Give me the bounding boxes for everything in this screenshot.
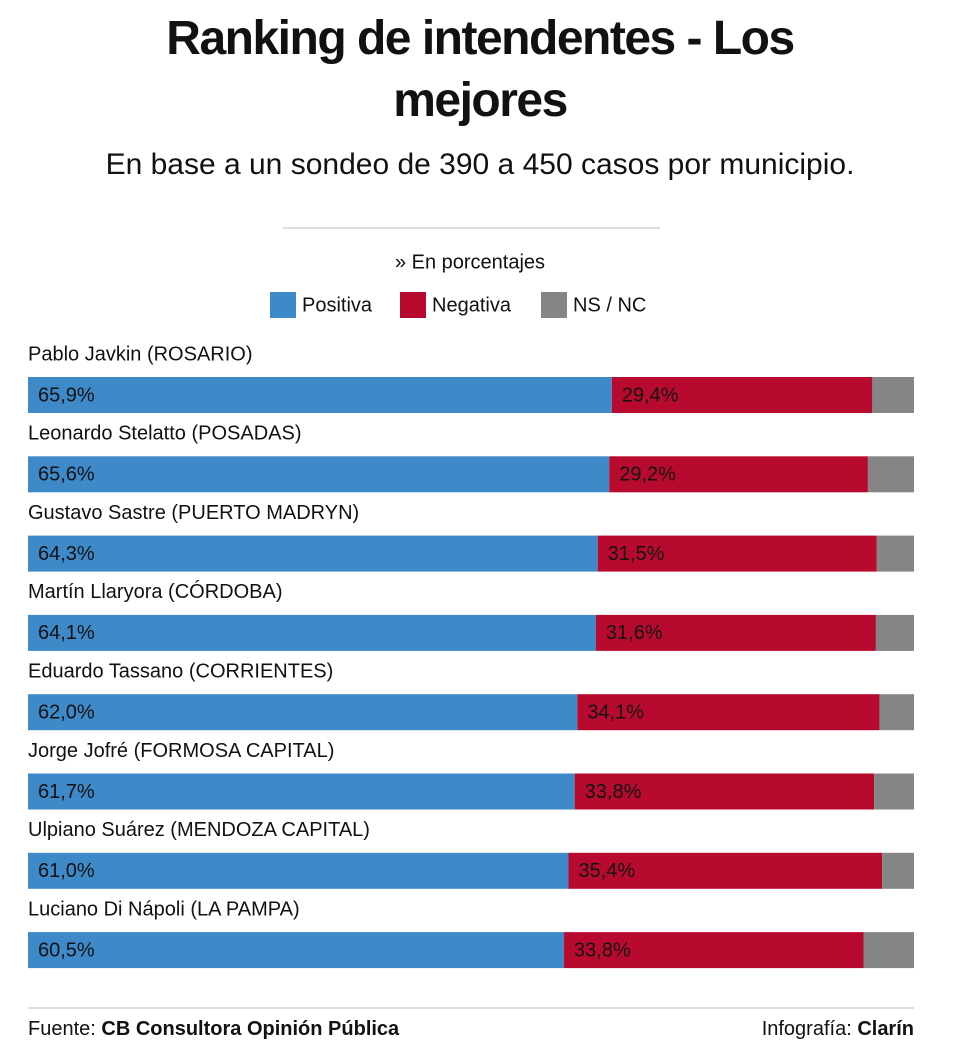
source: Fuente: CB Consultora Opinión Pública — [28, 1018, 400, 1040]
bar-segment — [611, 377, 873, 413]
bar-segment — [882, 852, 914, 889]
bar-segment — [609, 456, 868, 493]
bar-segment — [595, 614, 876, 651]
category-label: Gustavo Sastre (PUERTO MADRYN) — [28, 502, 359, 524]
category-label: Jorge Jofré (FORMOSA CAPITAL) — [28, 740, 334, 762]
value-label: 33,8% — [574, 939, 631, 961]
category-label: Ulpiano Suárez (MENDOZA CAPITAL) — [28, 819, 370, 841]
bar-segment — [867, 456, 914, 493]
value-label: 65,6% — [38, 464, 95, 486]
category-label: Leonardo Stelatto (POSADAS) — [28, 423, 301, 445]
category-label: Martín Llaryora (CÓRDOBA) — [28, 580, 283, 603]
bar-segment — [597, 535, 877, 572]
bar-segment — [876, 535, 914, 572]
bar-segment — [28, 535, 598, 572]
category-label: Pablo Javkin (ROSARIO) — [28, 343, 253, 365]
value-label: 31,6% — [606, 622, 663, 644]
category-label: Luciano Di Nápoli (LA PAMPA) — [28, 898, 300, 920]
credit-name: Clarín — [857, 1018, 914, 1040]
value-label: 64,1% — [38, 622, 95, 644]
value-label: 65,9% — [38, 384, 95, 406]
value-label: 62,0% — [38, 701, 95, 723]
credit-label: Infografía: — [762, 1018, 852, 1040]
value-label: 35,4% — [578, 860, 635, 882]
bar-segment — [28, 456, 610, 493]
legend-label: Positiva — [302, 294, 373, 316]
bar-segment — [577, 694, 880, 731]
bar-segment — [28, 932, 565, 969]
source-label: Fuente: — [28, 1018, 96, 1040]
value-label: 33,8% — [585, 781, 642, 803]
bar-segment — [879, 694, 914, 731]
chart-title: Ranking de intendentes - Los mejores — [166, 12, 795, 127]
bar-segment — [28, 694, 578, 731]
category-label: Eduardo Tassano (CORRIENTES) — [28, 660, 333, 682]
bar-segment — [574, 773, 875, 810]
chart-subtitle: En base a un sondeo de 390 a 450 casos p… — [105, 148, 855, 181]
value-label: 61,0% — [38, 860, 95, 882]
bar-segment — [872, 377, 914, 413]
bar-segment — [863, 932, 914, 969]
bar-segment — [28, 614, 596, 651]
legend-swatch — [541, 292, 567, 318]
bar-segment — [564, 932, 864, 969]
bar-segment — [28, 773, 575, 810]
legend-swatch — [400, 292, 426, 318]
legend-label: NS / NC — [573, 294, 646, 316]
legend-label: Negativa — [432, 294, 512, 316]
source-name: CB Consultora Opinión Pública — [101, 1018, 400, 1040]
bar-segment — [875, 614, 914, 651]
legend-swatch — [270, 292, 296, 318]
value-label: 31,5% — [608, 543, 665, 565]
bar-segment — [28, 852, 569, 889]
value-label: 64,3% — [38, 543, 95, 565]
value-label: 60,5% — [38, 939, 95, 961]
value-label: 29,2% — [619, 464, 676, 486]
credit: Infografía: Clarín — [762, 1018, 914, 1040]
value-label: 61,7% — [38, 781, 95, 803]
value-label: 29,4% — [622, 384, 679, 406]
bar-segment — [874, 773, 914, 810]
value-label: 34,1% — [587, 701, 644, 723]
bar-segment — [28, 377, 612, 413]
bar-segment — [568, 852, 883, 889]
note: » En porcentajes — [395, 251, 545, 273]
